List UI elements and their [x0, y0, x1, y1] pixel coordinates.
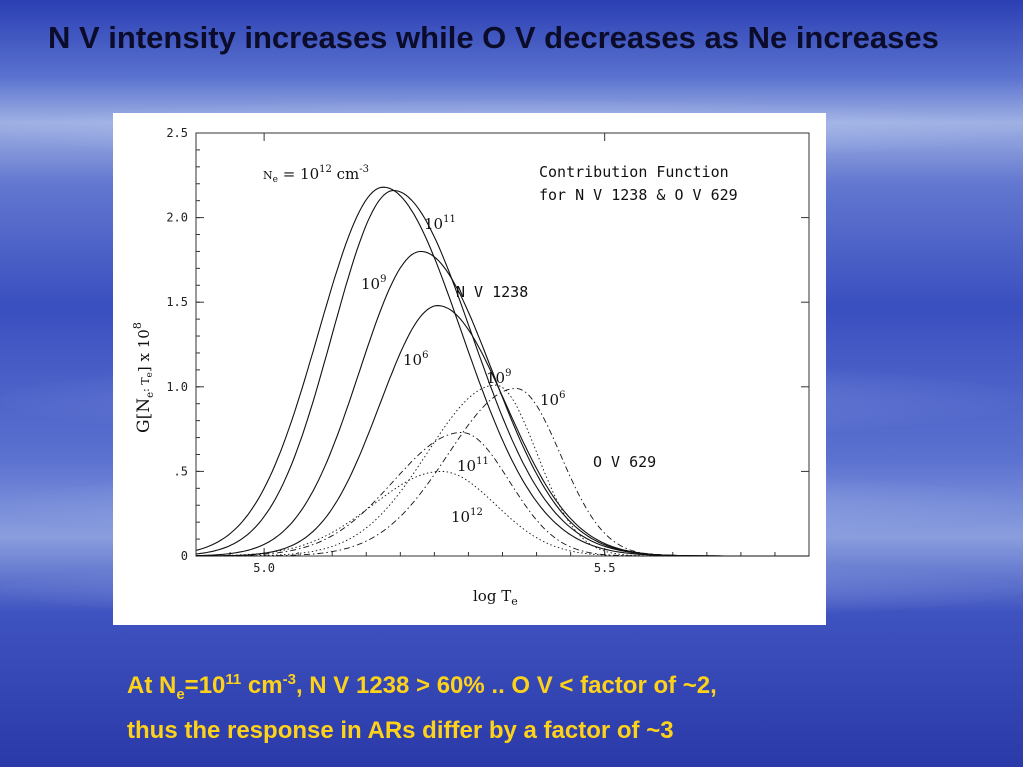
y-axis-label-end: ] x 10: [135, 329, 153, 372]
caption-eq: =10: [184, 672, 226, 699]
caption-unit-exp: -3: [282, 671, 296, 688]
y-axis-label: G[Ne: Te] x 108: [131, 322, 156, 433]
series-label-base: 10: [540, 391, 559, 409]
y-axis-label-main: G[N: [134, 398, 154, 433]
caption-rest: , N V 1238 > 60% .. O V < factor of ~2,: [295, 672, 717, 699]
y-tick-label: 1.0: [166, 380, 188, 394]
y-tick-label: .5: [174, 464, 188, 478]
series-label-exp: 9: [380, 274, 386, 285]
series-label-ov-1e12: 1012: [451, 507, 483, 526]
y-axis-label-mid: : T: [139, 377, 152, 392]
series-label-base: 10: [361, 275, 380, 293]
series-label-exp: 11: [443, 214, 456, 225]
y-axis-label-exp: 8: [131, 322, 144, 329]
series-label-ov-1e6: 106: [540, 390, 565, 409]
x-tick-label: 5.5: [594, 561, 616, 575]
x-axis-label: log Te: [473, 587, 518, 608]
caption-unit: cm: [241, 672, 283, 699]
axis-ticks: 0 .5 1.0 1.5 2.0 2.5 5.0 5.5: [166, 126, 810, 575]
group-label-ov: O V 629: [593, 453, 656, 471]
y-tick-label: 0: [181, 549, 188, 563]
chart-svg: 0 .5 1.0 1.5 2.0 2.5 5.0 5.5 Contribution Funct…: [131, 126, 810, 608]
density-label-prefix: N: [263, 169, 273, 182]
x-axis-label-sub: e: [511, 595, 518, 608]
series-label-base: 10: [457, 457, 476, 475]
caption-line2: thus the response in ARs differ by a fac…: [127, 716, 674, 744]
caption-exp: 11: [225, 671, 242, 688]
group-label-nv: N V 1238: [456, 283, 528, 301]
chart-panel: 0 .5 1.0 1.5 2.0 2.5 5.0 5.5 Contribution Funct…: [113, 113, 826, 625]
series-label-base: 10: [451, 508, 470, 526]
series-label-base: 10: [403, 351, 422, 369]
density-label-unit: cm: [332, 165, 359, 183]
caption-prefix: At N: [127, 672, 177, 699]
series-label-exp: 9: [505, 368, 511, 379]
series-label-ov-1e9: 109: [486, 368, 511, 387]
slide-title: N V intensity increases while O V decrea…: [48, 20, 939, 55]
caption-ne-sub: e: [176, 685, 185, 703]
series-label-exp: 12: [470, 507, 483, 518]
chart-title: Contribution Function: [539, 163, 729, 181]
y-tick-label: 2.0: [166, 211, 188, 225]
chart-subtitle: for N V 1238 & O V 629: [539, 186, 738, 204]
x-axis-label-main: log T: [473, 587, 511, 605]
density-label: Ne = 1012 cm-3: [263, 164, 369, 185]
y-tick-label: 2.5: [166, 126, 188, 140]
series-label-nv-1e9: 109: [361, 274, 386, 293]
series-line-ov-12: [196, 470, 809, 557]
density-label-eq: = 10: [278, 165, 319, 183]
slide-caption: At Ne=1011 cm-3, N V 1238 > 60% .. O V <…: [127, 662, 987, 749]
y-axis-label-mid-sub: e: [145, 372, 155, 377]
series-line-ov-11: [196, 432, 809, 557]
series-label-exp: 6: [422, 350, 428, 361]
series-label-exp: 6: [559, 390, 565, 401]
series-label-nv-1e6: 106: [403, 350, 428, 369]
series-line-ov-9: [196, 384, 809, 557]
density-label-exp: 12: [319, 164, 332, 175]
series-label-exp: 11: [476, 456, 489, 467]
series-label-base: 10: [486, 369, 505, 387]
density-label-sub: e: [273, 175, 278, 185]
series-label-nv-1e11: 1011: [424, 214, 456, 233]
y-axis-label-sub: e: [145, 392, 156, 398]
y-tick-label: 1.5: [166, 295, 188, 309]
density-label-unit-exp: -3: [359, 164, 369, 175]
series-label-base: 10: [424, 215, 443, 233]
curves: [195, 186, 809, 557]
series-label-ov-1e11: 1011: [457, 456, 489, 475]
x-tick-label: 5.0: [253, 561, 275, 575]
